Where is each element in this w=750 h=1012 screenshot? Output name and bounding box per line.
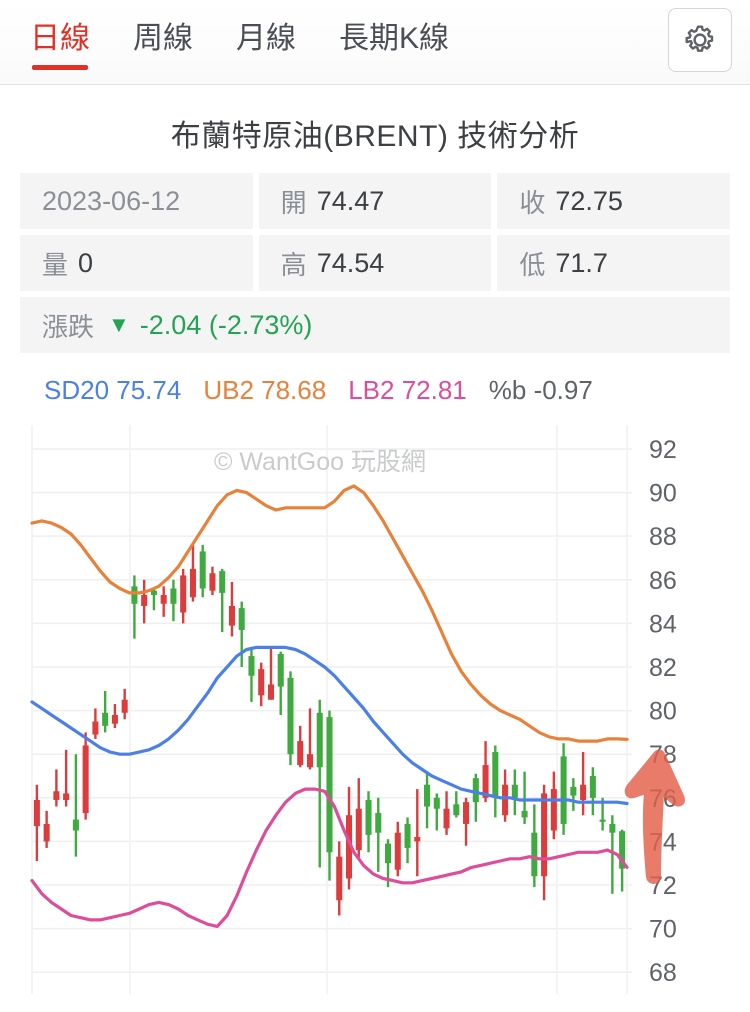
quote-volume-value: 0 [78,247,94,278]
settings-button[interactable] [668,8,732,72]
quote-close-cell: 收 72.75 [497,173,731,229]
tab-bar: 日線 周線 月線 長期K線 [0,0,750,85]
quote-row-3: 漲跌 ▼ -2.04 (-2.73%) [20,297,730,353]
quote-row-2: 量 0 高 74.54 低 71.7 [20,235,731,291]
up-arrow-annotation-icon [624,749,685,884]
chart-svg: 92908886848280787674727068 [30,425,685,994]
quote-high-cell: 高 74.54 [258,235,492,291]
indicator-legend: SD20 75.74 UB2 78.68 LB2 72.81 %b -0.97 [0,359,750,414]
tab-monthly[interactable]: 月線 [236,0,296,78]
svg-text:92: 92 [649,436,677,464]
tab-longterm-k[interactable]: 長期K線 [339,0,449,78]
quote-date-cell: 2023-06-12 [20,173,253,229]
quote-low-cell: 低 71.7 [497,235,731,291]
tab-weekly-label: 周線 [133,22,193,55]
quote-table: 2023-06-12 開 74.47 收 72.75 量 0 高 74.54 低 [0,173,750,353]
svg-text:68: 68 [649,959,677,987]
quote-open-label: 開 [280,187,307,218]
tab-monthly-label: 月線 [236,22,296,55]
svg-text:88: 88 [649,523,677,551]
svg-text:82: 82 [649,654,677,682]
tab-list: 日線 周線 月線 長期K線 [0,0,668,78]
legend-lb2: LB2 72.81 [348,375,467,405]
down-triangle-icon: ▼ [108,312,130,337]
quote-date: 2023-06-12 [42,185,181,216]
svg-text:84: 84 [649,610,677,638]
svg-text:70: 70 [649,916,677,944]
tab-longterm-k-label: 長期K線 [339,22,450,55]
legend-ub2: UB2 78.68 [203,375,327,405]
page-title: 布蘭特原油(BRENT) 技術分析 [170,120,580,153]
quote-open-value: 74.47 [316,185,385,216]
quote-row-1: 2023-06-12 開 74.47 收 72.75 [20,173,731,229]
quote-low-label: 低 [519,249,546,280]
quote-high-value: 74.54 [316,247,385,278]
quote-high-label: 高 [280,249,307,280]
quote-change-value: -2.04 (-2.73%) [139,309,313,340]
quote-open-cell: 開 74.47 [258,173,492,229]
tab-daily-label: 日線 [30,22,90,55]
quote-low-value: 71.7 [555,247,608,278]
candlestick-chart[interactable]: © WantGoo 玩股網 92908886848280787674727068 [0,414,750,1002]
quote-change-cell: 漲跌 ▼ -2.04 (-2.73%) [20,297,730,353]
quote-close-value: 72.75 [555,185,623,216]
tab-weekly[interactable]: 周線 [133,0,193,78]
legend-sd20: SD20 75.74 [44,375,182,405]
quote-close-label: 收 [519,187,546,218]
svg-text:86: 86 [649,567,677,595]
gear-icon [685,25,714,52]
svg-text:90: 90 [649,480,677,508]
svg-text:80: 80 [649,698,677,726]
legend-percent-b: %b -0.97 [488,375,593,405]
quote-volume-label: 量 [42,249,69,280]
quote-volume-cell: 量 0 [20,235,253,291]
quote-change-label: 漲跌 [42,311,95,342]
tab-daily[interactable]: 日線 [30,0,90,78]
